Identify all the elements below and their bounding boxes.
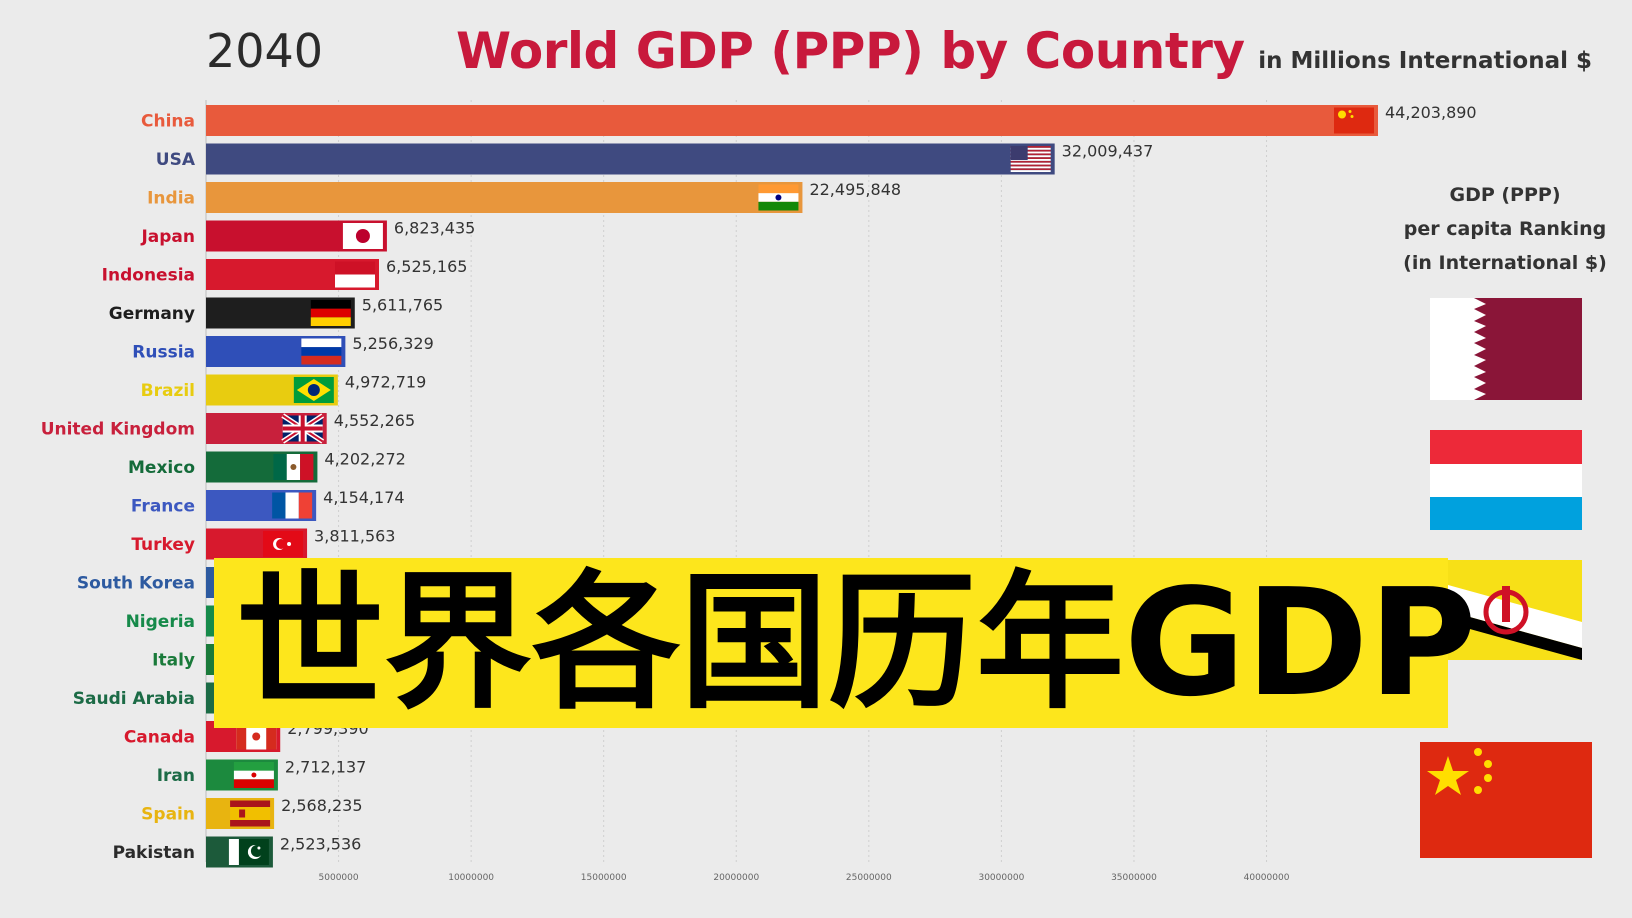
value-label: 4,202,272 (324, 450, 405, 469)
value-label: 3,811,563 (314, 527, 395, 546)
x-tick-label: 35000000 (1111, 873, 1157, 883)
value-label: 32,009,437 (1062, 142, 1154, 161)
caption-text: 世界各国历年GDP (236, 557, 1477, 729)
category-label: Germany (109, 304, 195, 324)
value-label: 4,552,265 (334, 411, 415, 430)
x-tick-label: 5000000 (319, 873, 359, 883)
value-label: 6,525,165 (386, 257, 467, 276)
pakistan-flag-icon (228, 839, 269, 865)
category-label: Nigeria (126, 612, 195, 632)
x-tick-label: 20000000 (713, 873, 759, 883)
side-title-line: per capita Ranking (1403, 218, 1607, 240)
uk-flag-icon (281, 413, 325, 444)
usa-flag-icon (1010, 146, 1051, 172)
category-label: Russia (132, 343, 195, 363)
qatar-flag-icon (1430, 298, 1582, 400)
france-flag-icon (272, 492, 313, 519)
germany-flag-icon (310, 300, 351, 326)
luxembourg-flag-icon (1430, 430, 1582, 530)
category-label: Indonesia (102, 266, 195, 286)
category-label: USA (156, 150, 196, 170)
mexico-flag-icon (273, 454, 314, 480)
chart-title: World GDP (PPP) by Country (456, 22, 1245, 80)
category-label: Turkey (131, 535, 195, 555)
category-label: Spain (141, 805, 195, 825)
x-tick-label: 25000000 (846, 873, 892, 883)
bar (206, 143, 1055, 175)
india-flag-icon (758, 184, 799, 211)
bar (206, 105, 1378, 136)
bar (206, 182, 803, 213)
category-label: Pakistan (113, 843, 195, 863)
brunei-flag-icon (1430, 560, 1582, 660)
iran-flag-icon (233, 762, 274, 788)
category-label: Mexico (128, 458, 195, 478)
category-label: Japan (140, 227, 195, 247)
indonesia-flag-icon (335, 261, 376, 288)
x-tick-label: 40000000 (1244, 873, 1290, 883)
side-title-line: (in International $) (1403, 252, 1607, 274)
year-label: 2040 (206, 24, 324, 78)
category-label: India (147, 189, 195, 209)
value-label: 22,495,848 (809, 180, 901, 199)
per-capita-ranking-title: GDP (PPP) per capita Ranking (in Interna… (1400, 178, 1610, 280)
spain-flag-icon (230, 800, 271, 827)
value-label: 2,712,137 (285, 758, 366, 777)
x-tick-label: 15000000 (581, 873, 627, 883)
category-label: Iran (157, 766, 195, 786)
value-label: 44,203,890 (1385, 103, 1477, 122)
category-label: Italy (152, 651, 195, 671)
russia-flag-icon (301, 338, 342, 365)
category-label: South Korea (77, 574, 195, 594)
category-label: Brazil (141, 381, 195, 401)
value-label: 2,523,536 (280, 835, 361, 854)
caption-banner: 世界各国历年GDP (214, 558, 1477, 728)
category-label: Canada (124, 728, 195, 748)
value-label: 4,972,719 (345, 373, 426, 392)
value-label: 5,256,329 (352, 334, 433, 353)
side-title-line: GDP (PPP) (1449, 184, 1561, 206)
china-flag-icon (1420, 742, 1592, 858)
category-label: Saudi Arabia (73, 689, 195, 709)
category-label: China (141, 112, 195, 132)
value-label: 5,611,765 (362, 296, 443, 315)
category-label: United Kingdom (41, 420, 195, 440)
x-tick-label: 10000000 (448, 873, 494, 883)
japan-flag-icon (342, 223, 383, 249)
units-label: in Millions International $ (1258, 48, 1592, 74)
value-label: 6,823,435 (394, 219, 475, 238)
brazil-flag-icon (293, 377, 334, 403)
category-label: France (131, 497, 195, 517)
china-flag-icon (1334, 107, 1374, 134)
x-tick-label: 30000000 (978, 873, 1024, 883)
turkey-flag-icon (263, 531, 304, 557)
value-label: 4,154,174 (323, 488, 404, 507)
value-label: 2,568,235 (281, 796, 362, 815)
